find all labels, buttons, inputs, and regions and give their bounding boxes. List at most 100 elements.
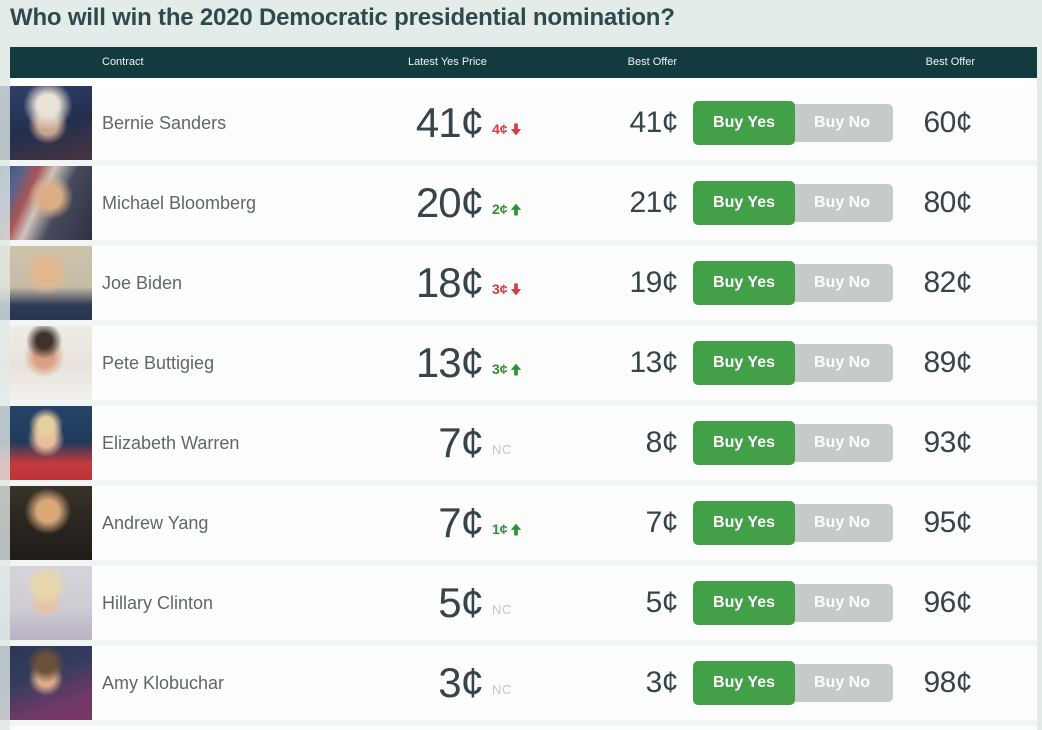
candidate-photo xyxy=(0,566,92,640)
next-row-sliver xyxy=(10,726,1037,730)
best-offer-no-price: 95¢ xyxy=(923,506,972,539)
trade-buttons: Buy Yes Buy No xyxy=(678,581,893,625)
best-offer-yes-price: 3¢ xyxy=(645,666,679,699)
best-offer-no-price: 80¢ xyxy=(923,186,972,219)
price-change-value: NC xyxy=(492,602,512,617)
latest-yes-price: 3¢ xyxy=(438,659,484,706)
candidate-name: Hillary Clinton xyxy=(102,592,214,613)
best-offer-no-price: 96¢ xyxy=(923,586,972,619)
price-change-value: 3¢ xyxy=(492,281,508,297)
price-change-value: NC xyxy=(492,442,512,457)
candidate-name: Elizabeth Warren xyxy=(102,432,240,453)
column-header-contract: Contract xyxy=(102,56,144,68)
buy-no-button[interactable]: Buy No xyxy=(791,584,893,622)
trade-buttons: Buy Yes Buy No xyxy=(678,341,893,385)
trade-buttons: Buy Yes Buy No xyxy=(678,101,893,145)
price-change-value: 2¢ xyxy=(492,201,508,217)
candidate-photo xyxy=(0,86,92,160)
candidate-photo xyxy=(0,246,92,320)
contract-row: Amy Klobuchar 3¢ NC 3¢ Buy Yes Buy No 98… xyxy=(0,646,1037,726)
price-change: 3¢ xyxy=(483,281,540,297)
candidate-name: Michael Bloomberg xyxy=(102,192,257,213)
table-body: Bernie Sanders 41¢ 4¢ 41¢ Buy Yes Buy No… xyxy=(0,78,1037,726)
candidate-photo xyxy=(0,326,92,400)
market-table: Contract Latest Yes Price Best Offer Bes… xyxy=(0,47,1037,730)
candidate-name: Joe Biden xyxy=(102,272,183,293)
best-offer-yes-price: 41¢ xyxy=(629,106,678,139)
buy-yes-button[interactable]: Buy Yes xyxy=(693,341,795,385)
trade-buttons: Buy Yes Buy No xyxy=(678,501,893,545)
trade-buttons: Buy Yes Buy No xyxy=(678,421,893,465)
candidate-photo xyxy=(0,646,92,720)
candidate-photo xyxy=(0,406,92,480)
latest-yes-price: 18¢ xyxy=(415,259,484,306)
buy-yes-button[interactable]: Buy Yes xyxy=(693,501,795,545)
best-offer-no-price: 98¢ xyxy=(923,666,972,699)
buy-yes-button[interactable]: Buy Yes xyxy=(693,661,795,705)
best-offer-yes-price: 7¢ xyxy=(645,506,679,539)
table-header: Contract Latest Yes Price Best Offer Bes… xyxy=(10,47,1037,78)
trade-buttons: Buy Yes Buy No xyxy=(678,181,893,225)
best-offer-yes-price: 21¢ xyxy=(629,186,678,219)
buy-yes-button[interactable]: Buy Yes xyxy=(693,421,795,465)
price-change-up-icon xyxy=(510,203,521,216)
price-change: 3¢ xyxy=(483,361,540,377)
price-change-value: 3¢ xyxy=(492,361,508,377)
latest-yes-price: 13¢ xyxy=(415,339,484,386)
page-title: Who will win the 2020 Democratic preside… xyxy=(10,4,675,31)
trade-buttons: Buy Yes Buy No xyxy=(678,661,893,705)
candidate-name: Amy Klobuchar xyxy=(102,672,225,693)
price-change-up-icon xyxy=(510,363,521,376)
buy-no-button[interactable]: Buy No xyxy=(791,504,893,542)
latest-yes-price: 7¢ xyxy=(438,499,484,546)
best-offer-yes-price: 5¢ xyxy=(645,586,679,619)
buy-no-button[interactable]: Buy No xyxy=(791,264,893,302)
candidate-photo xyxy=(0,166,92,240)
contract-row: Joe Biden 18¢ 3¢ 19¢ Buy Yes Buy No 82¢ xyxy=(0,246,1037,326)
candidate-photo xyxy=(0,486,92,560)
latest-yes-price: 7¢ xyxy=(438,419,484,466)
candidate-name: Pete Buttigieg xyxy=(102,352,215,373)
price-change-value: 4¢ xyxy=(492,121,508,137)
latest-yes-price: 20¢ xyxy=(415,179,484,226)
price-change: NC xyxy=(483,681,540,697)
price-change: 2¢ xyxy=(483,201,540,217)
column-header-best-offer-yes: Best Offer xyxy=(627,56,677,68)
price-change: 4¢ xyxy=(483,121,540,137)
latest-yes-price: 5¢ xyxy=(438,579,484,626)
candidate-name: Bernie Sanders xyxy=(102,112,227,133)
price-change-down-icon xyxy=(510,123,521,136)
buy-no-button[interactable]: Buy No xyxy=(791,104,893,142)
price-change-value: 1¢ xyxy=(492,521,508,537)
price-change-up-icon xyxy=(510,523,521,536)
trade-buttons: Buy Yes Buy No xyxy=(678,261,893,305)
buy-no-button[interactable]: Buy No xyxy=(791,344,893,382)
buy-no-button[interactable]: Buy No xyxy=(791,424,893,462)
buy-no-button[interactable]: Buy No xyxy=(791,184,893,222)
price-change-value: NC xyxy=(492,682,512,697)
column-header-latest-yes-price: Latest Yes Price xyxy=(408,56,487,68)
contract-row: Pete Buttigieg 13¢ 3¢ 13¢ Buy Yes Buy No… xyxy=(0,326,1037,406)
best-offer-no-price: 93¢ xyxy=(923,426,972,459)
buy-no-button[interactable]: Buy No xyxy=(791,664,893,702)
price-change: NC xyxy=(483,601,540,617)
contract-row: Michael Bloomberg 20¢ 2¢ 21¢ Buy Yes Buy… xyxy=(0,166,1037,246)
contract-row: Hillary Clinton 5¢ NC 5¢ Buy Yes Buy No … xyxy=(0,566,1037,646)
price-change-down-icon xyxy=(510,283,521,296)
buy-yes-button[interactable]: Buy Yes xyxy=(693,181,795,225)
best-offer-no-price: 60¢ xyxy=(923,106,972,139)
best-offer-no-price: 89¢ xyxy=(923,346,972,379)
buy-yes-button[interactable]: Buy Yes xyxy=(693,101,795,145)
column-header-best-offer-no: Best Offer xyxy=(925,56,975,68)
contract-row: Bernie Sanders 41¢ 4¢ 41¢ Buy Yes Buy No… xyxy=(0,86,1037,166)
best-offer-no-price: 82¢ xyxy=(923,266,972,299)
contract-row: Elizabeth Warren 7¢ NC 8¢ Buy Yes Buy No… xyxy=(0,406,1037,486)
latest-yes-price: 41¢ xyxy=(415,99,484,146)
buy-yes-button[interactable]: Buy Yes xyxy=(693,261,795,305)
buy-yes-button[interactable]: Buy Yes xyxy=(693,581,795,625)
best-offer-yes-price: 13¢ xyxy=(629,346,678,379)
candidate-name: Andrew Yang xyxy=(102,512,209,533)
best-offer-yes-price: 8¢ xyxy=(645,426,679,459)
contract-row: Andrew Yang 7¢ 1¢ 7¢ Buy Yes Buy No 95¢ xyxy=(0,486,1037,566)
price-change: 1¢ xyxy=(483,521,540,537)
